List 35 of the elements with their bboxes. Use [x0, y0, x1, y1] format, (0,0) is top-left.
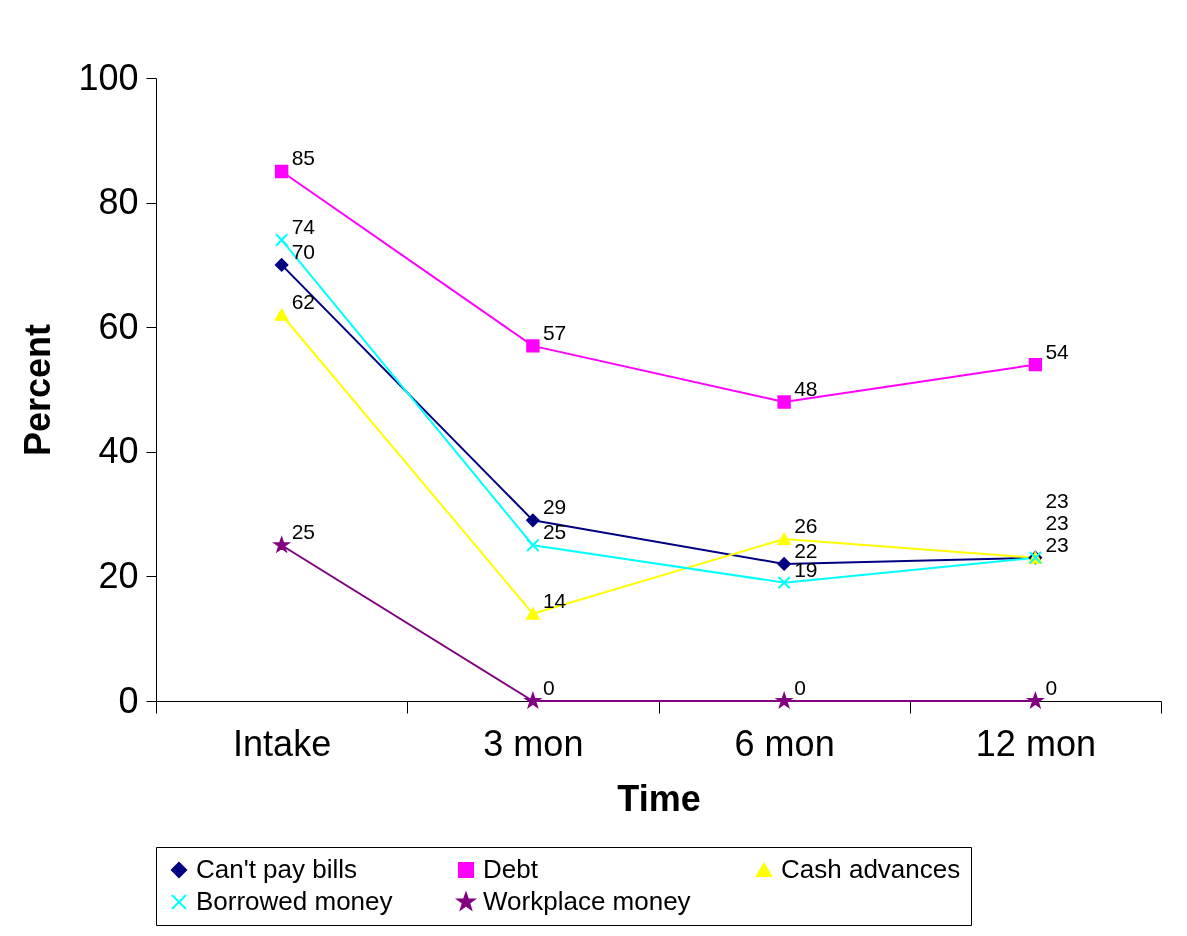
y-tick-label: 20	[98, 554, 139, 596]
data-label: 48	[794, 376, 818, 400]
x-tick-label: 6 mon	[734, 722, 835, 764]
data-label: 26	[794, 514, 818, 538]
legend-label: Debt	[483, 854, 539, 884]
x-tick-label: Intake	[233, 722, 332, 764]
y-axis-title: Percent	[17, 323, 59, 457]
legend-label: Cash advances	[781, 854, 961, 884]
y-tick-label: 40	[98, 430, 139, 472]
legend-label: Workplace money	[483, 886, 691, 916]
data-label: 74	[291, 214, 316, 238]
data-label: 29	[542, 495, 567, 519]
x-tick-label: 3 mon	[483, 722, 584, 764]
data-label: 23	[1045, 488, 1069, 512]
x-axis-title: Time	[617, 777, 701, 819]
legend-label: Can't pay bills	[196, 854, 358, 884]
data-label: 25	[291, 520, 315, 544]
data-label: 62	[291, 289, 315, 313]
data-label: 70	[291, 239, 315, 263]
x-tick-label: 12 mon	[975, 722, 1096, 764]
data-label: 25	[542, 520, 567, 544]
y-tick-label: 0	[118, 679, 139, 721]
y-tick-label: 60	[98, 305, 139, 347]
data-label: 14	[542, 588, 567, 612]
data-label: 0	[794, 676, 806, 699]
data-label: 85	[291, 146, 315, 170]
data-label: 23	[1045, 532, 1069, 556]
data-label: 0	[542, 676, 555, 699]
data-label: 57	[542, 320, 567, 344]
data-label: 23	[1045, 510, 1069, 534]
data-label: 0	[1045, 676, 1058, 699]
data-label: 54	[1045, 339, 1070, 363]
legend-label: Borrowed money	[196, 886, 393, 916]
y-tick-label: 100	[78, 56, 139, 98]
y-tick-label: 80	[98, 181, 139, 223]
